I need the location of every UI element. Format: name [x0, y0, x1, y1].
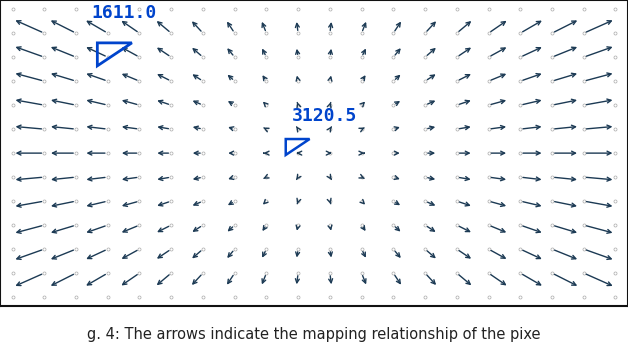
- Text: 3120.5: 3120.5: [292, 106, 357, 125]
- Text: g. 4: The arrows indicate the mapping relationship of the pixe: g. 4: The arrows indicate the mapping re…: [87, 326, 541, 342]
- Text: 1611.0: 1611.0: [91, 5, 156, 22]
